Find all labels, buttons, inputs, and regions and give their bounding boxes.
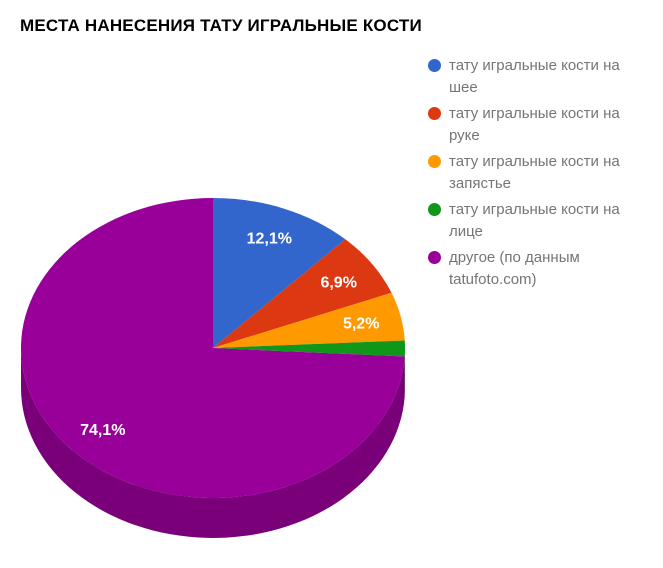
pie-slice-0[interactable] (213, 198, 346, 348)
legend-item-3[interactable]: тату игральные кости на лице (428, 199, 658, 243)
legend-item-2[interactable]: тату игральные кости на запястье (428, 151, 658, 195)
pie-slice-3[interactable] (213, 340, 406, 357)
legend-label: тату игральные кости на руке (449, 105, 620, 144)
pie-slice-4[interactable] (20, 198, 405, 499)
legend-swatch-icon (428, 59, 441, 72)
legend-swatch-icon (428, 107, 441, 120)
legend-label: тату игральные кости на лице (449, 201, 620, 240)
legend-item-1[interactable]: тату игральные кости на руке (428, 103, 658, 147)
pie-slice-1[interactable] (213, 239, 392, 348)
slice-percent-label-2: 5,2% (343, 316, 379, 333)
legend-label: тату игральные кости на запястье (449, 153, 620, 192)
pie-slice-wall-4 (21, 348, 405, 538)
pie-slice-2[interactable] (213, 292, 405, 348)
legend-swatch-icon (428, 203, 441, 216)
legend-label: тату игральные кости на шее (449, 57, 620, 96)
legend-label: другое (по данным tatufoto.com) (449, 249, 580, 288)
legend-item-4[interactable]: другое (по данным tatufoto.com) (428, 247, 658, 291)
chart-title: МЕСТА НАНЕСЕНИЯ ТАТУ ИГРАЛЬНЫЕ КОСТИ (20, 16, 422, 35)
legend-item-0[interactable]: тату игральные кости на шее (428, 55, 658, 99)
slice-percent-label-0: 12,1% (247, 231, 292, 248)
slice-percent-label-4: 74,1% (80, 422, 125, 439)
legend-swatch-icon (428, 155, 441, 168)
slice-percent-label-1: 6,9% (320, 274, 356, 291)
legend-swatch-icon (428, 251, 441, 264)
legend: тату игральные кости на шее тату игральны… (428, 55, 658, 295)
